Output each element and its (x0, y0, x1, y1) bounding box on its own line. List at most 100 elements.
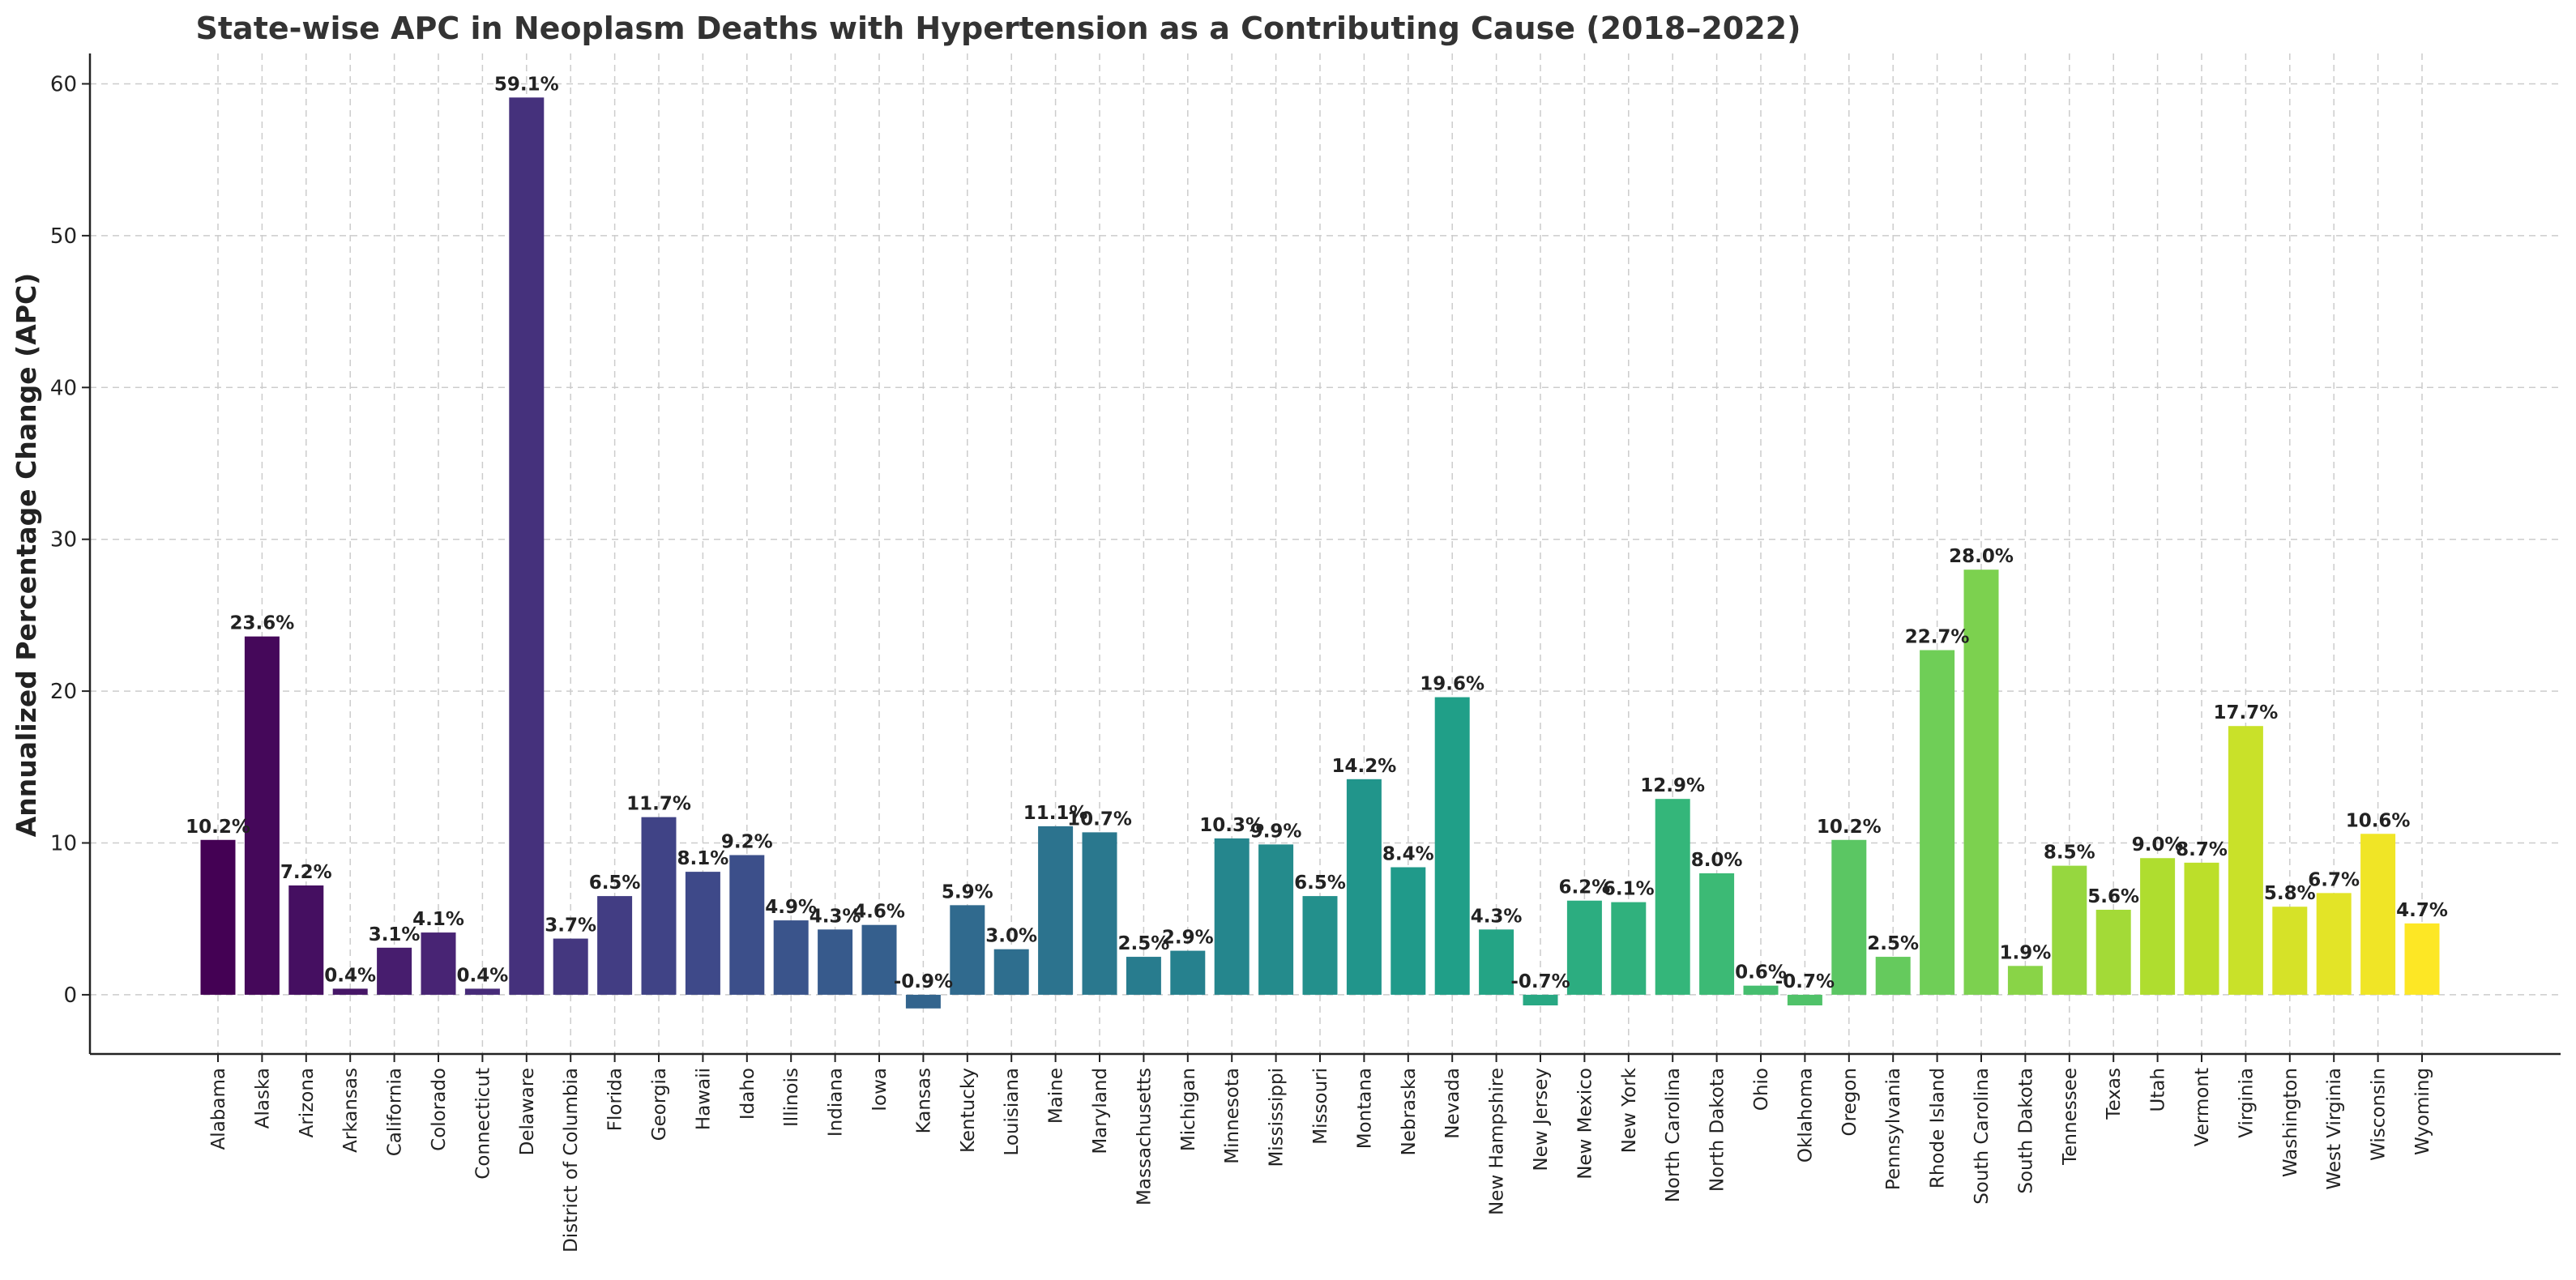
bar (1479, 929, 1514, 995)
bar (2404, 923, 2440, 995)
bar (641, 817, 677, 995)
bar (2360, 834, 2396, 995)
bar (1566, 900, 1602, 995)
bar (1611, 902, 1647, 995)
x-tick-label: Arkansas (340, 1068, 361, 1153)
x-tick-label: Iowa (869, 1068, 891, 1111)
y-tick-label: 20 (50, 680, 77, 704)
data-label: 10.7% (1067, 809, 1132, 830)
data-label: -0.9% (894, 971, 953, 992)
axes (88, 53, 2561, 1056)
bar (1258, 844, 1294, 995)
bar (1391, 867, 1426, 995)
x-tick-label: South Carolina (1972, 1068, 1993, 1205)
bar (464, 988, 500, 995)
x-tick-label: Rhode Island (1928, 1068, 1949, 1188)
chart-title: State-wise APC in Neoplasm Deaths with H… (196, 11, 1801, 46)
x-tick-label: Indiana (826, 1068, 847, 1137)
data-label: 5.8% (2264, 883, 2316, 904)
bar (1743, 985, 1779, 995)
bar (729, 855, 765, 995)
data-label: 28.0% (1949, 546, 2014, 567)
bar (553, 938, 588, 995)
data-label: 6.5% (1294, 873, 1346, 894)
data-label: 4.1% (412, 909, 464, 930)
bar (2316, 893, 2352, 995)
x-tick-label: Nebraska (1399, 1068, 1420, 1156)
data-label: 6.5% (589, 873, 641, 894)
bar (2095, 909, 2131, 995)
x-tick-label: New Mexico (1574, 1068, 1596, 1180)
data-label: 4.6% (853, 902, 905, 923)
x-tick-label: Arizona (297, 1068, 318, 1137)
bar (377, 947, 412, 995)
x-tick-label: California (385, 1068, 406, 1156)
bar (421, 932, 456, 995)
x-tick-label: West Virginia (2324, 1068, 2345, 1190)
bar (1434, 697, 1470, 995)
x-tick-label: Wisconsin (2369, 1068, 2390, 1161)
x-tick-label: Kansas (913, 1068, 934, 1133)
y-tick-label: 30 (50, 528, 77, 553)
x-tick-label: Montana (1354, 1068, 1375, 1149)
bar (1787, 994, 1822, 1006)
data-label: 4.3% (1471, 906, 1523, 927)
x-tick-label: Pennsylvania (1883, 1068, 1904, 1190)
x-tick-label: Illinois (781, 1068, 802, 1127)
data-label: 8.5% (2044, 843, 2095, 864)
x-tick-label: Tennessee (2060, 1068, 2081, 1166)
bar (905, 994, 941, 1009)
bar (244, 636, 280, 995)
x-ticks: Alabama Alaska Arizona Arkansas California Co… (208, 1054, 2433, 1252)
bar (2052, 865, 2087, 995)
x-tick-label: Connecticut (472, 1068, 493, 1180)
data-label: 3.0% (985, 926, 1037, 947)
data-label: 14.2% (1332, 756, 1397, 777)
data-label: 7.2% (280, 862, 332, 883)
bar (1699, 873, 1735, 995)
y-ticks: 0 10 20 30 40 50 60 (50, 72, 90, 1008)
y-tick-label: 10 (50, 832, 77, 856)
data-label: 17.7% (2214, 702, 2279, 723)
data-label: 6.7% (2308, 869, 2360, 890)
bar (1920, 650, 1955, 995)
x-tick-label: North Carolina (1663, 1068, 1684, 1202)
x-tick-label: Washington (2280, 1068, 2301, 1177)
x-tick-label: Nevada (1442, 1068, 1463, 1139)
data-label: 9.2% (721, 831, 773, 852)
bar (1302, 896, 1338, 995)
data-label: 8.4% (1382, 843, 1434, 864)
x-tick-label: New Jersey (1531, 1068, 1552, 1171)
data-label: 0.4% (457, 965, 509, 986)
data-label: 4.3% (810, 906, 861, 927)
bar (2272, 907, 2308, 995)
data-label: 8.7% (2176, 839, 2228, 860)
x-tick-label: Delaware (517, 1068, 538, 1155)
x-tick-label: Maryland (1090, 1068, 1111, 1154)
data-label: 10.6% (2346, 810, 2411, 831)
data-label: 11.7% (626, 794, 691, 815)
x-tick-label: Georgia (649, 1068, 670, 1141)
bar (288, 885, 324, 995)
y-axis-label: Annualized Percentage Change (APC) (11, 273, 42, 838)
data-label: -0.7% (1510, 971, 1570, 992)
data-labels: 10.2% 23.6% 7.2% 0.4% 3.1%4.1% 0.4% 59.1% 3.7% 6… (186, 74, 2448, 992)
data-label: 10.3% (1199, 815, 1264, 836)
data-label: 11.1% (1023, 803, 1088, 824)
x-tick-label: Florida (605, 1068, 626, 1131)
bar (1214, 838, 1250, 995)
bar (1126, 957, 1161, 995)
x-tick-label: Michigan (1178, 1068, 1199, 1151)
x-tick-label: Texas (2104, 1068, 2125, 1120)
bar (950, 905, 985, 995)
data-label: 2.5% (1867, 933, 1919, 954)
data-label: 59.1% (494, 74, 559, 95)
bar (685, 872, 720, 995)
bar (2184, 862, 2219, 995)
bar (993, 949, 1029, 995)
bar (1523, 994, 1558, 1006)
x-tick-label: Oregon (1839, 1068, 1860, 1136)
bar (1170, 950, 1206, 995)
x-tick-label: New Hampshire (1487, 1068, 1508, 1215)
